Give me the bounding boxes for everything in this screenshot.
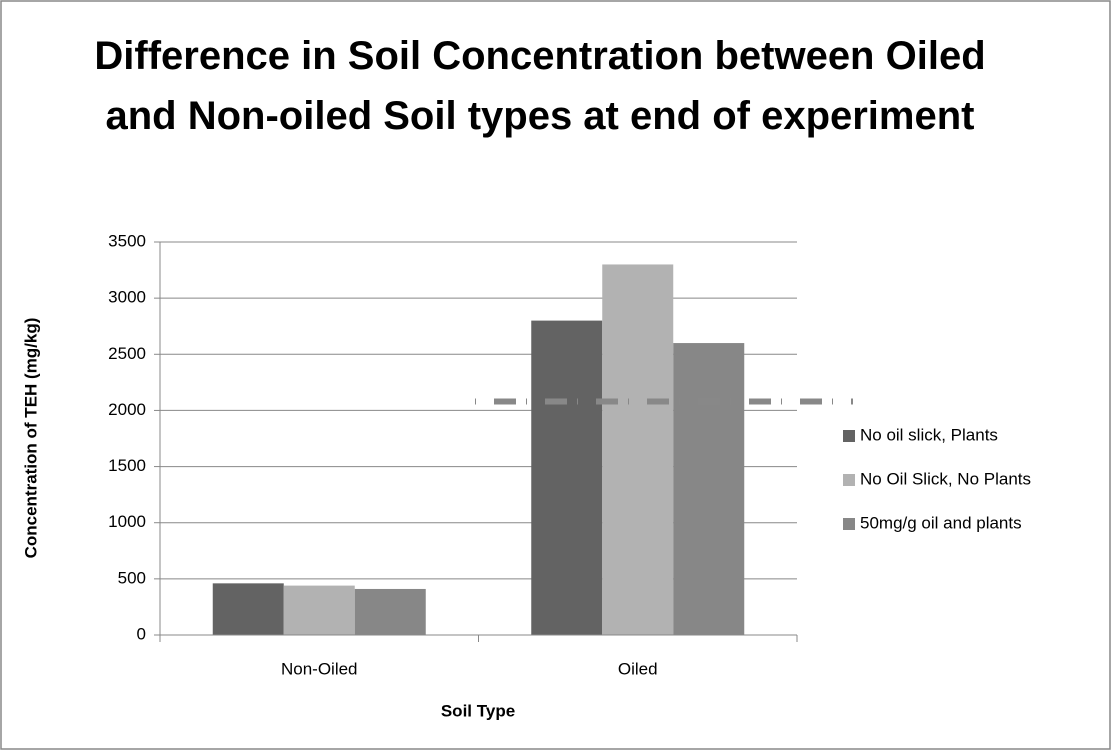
legend-swatch [843,474,855,486]
chart-title: Difference in Soil Concentration between… [94,34,986,138]
y-tick-label: 3000 [108,288,146,307]
x-tick-label: Oiled [618,659,658,678]
y-tick-label: 3500 [108,231,146,250]
legend-label: No Oil Slick, No Plants [860,469,1031,488]
y-tick-label: 1000 [108,512,146,531]
y-tick-label: 0 [137,624,146,643]
bar [602,264,674,635]
bar [283,585,355,635]
legend-swatch [843,430,855,442]
x-tick-label: Non-Oiled [281,659,358,678]
y-tick-label: 1500 [108,456,146,475]
legend-swatch [843,518,855,530]
legend-label: No oil slick, Plants [860,425,998,444]
x-axis-title: Soil Type [441,701,515,720]
y-tick-label: 2500 [108,344,146,363]
bar [354,588,426,635]
bar [531,320,603,635]
y-axis-title: Concentration of TEH (mg/kg) [21,318,40,559]
legend-label: 50mg/g oil and plants [860,513,1022,532]
bar [212,583,284,635]
y-tick-label: 500 [118,568,146,587]
bar [673,343,745,635]
y-tick-label: 2000 [108,400,146,419]
